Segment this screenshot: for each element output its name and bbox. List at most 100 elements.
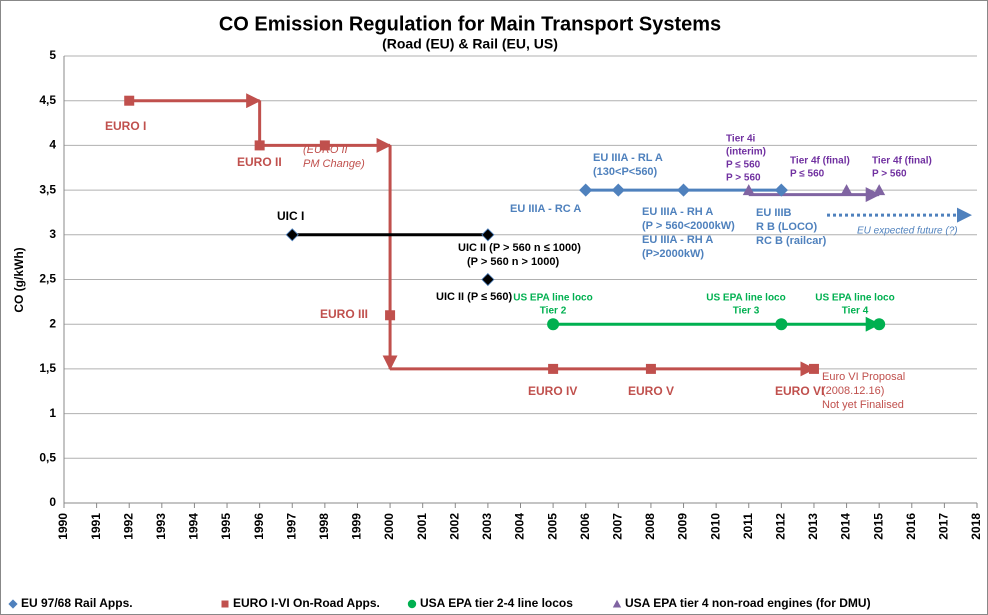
chart-subtitle: (Road (EU) & Rail (EU, US)	[382, 36, 558, 52]
point	[221, 600, 229, 608]
y-tick-label: 2	[49, 316, 56, 330]
point	[873, 318, 886, 331]
y-tick-label: 4,5	[39, 93, 56, 107]
annotation: (P > 560<2000kW)	[642, 220, 735, 232]
annotation: (130<P<560)	[593, 166, 658, 178]
annotation: US EPA line loco	[815, 293, 894, 304]
x-tick-label: 2010	[708, 513, 722, 540]
y-tick-label: 1,5	[39, 361, 56, 375]
annotation: EU IIIB	[756, 207, 792, 219]
annotation: P ≤ 560	[790, 169, 825, 180]
legend-item: USA EPA tier 4 non-road engines (for DMU…	[612, 596, 871, 610]
annotation: Tier 2	[540, 306, 567, 317]
annotation: EURO V	[628, 384, 674, 398]
point	[124, 95, 135, 106]
annotation: EU IIIA - RH A	[642, 206, 713, 218]
annotation: EU IIIA - RH A	[642, 234, 713, 246]
annotation: US EPA line loco	[706, 293, 785, 304]
point	[808, 363, 819, 374]
annotation: US EPA line loco	[513, 293, 592, 304]
point	[481, 272, 495, 287]
annotation: EU expected future (?)	[857, 226, 958, 237]
point	[319, 140, 330, 151]
x-tick-label: 1994	[187, 513, 201, 540]
x-tick-label: 1993	[154, 513, 168, 540]
legend-item: USA EPA tier 2-4 line locos	[407, 596, 573, 610]
point	[254, 140, 265, 151]
annotation: EURO III	[320, 307, 368, 321]
x-tick-label: 2015	[871, 513, 885, 540]
annotation: UIC I	[277, 209, 304, 223]
legend-label: EU 97/68 Rail Apps.	[21, 596, 133, 610]
point	[775, 318, 788, 331]
point	[579, 183, 593, 197]
annotation: EU IIIA - RC A	[510, 203, 581, 215]
annotation: EURO II	[237, 155, 282, 169]
annotation: PM Change)	[303, 158, 365, 170]
x-tick-label: 2001	[415, 513, 429, 540]
y-tick-label: 1	[49, 406, 56, 420]
annotation: (2008.12.16)	[822, 385, 884, 397]
x-tick-label: 1998	[317, 513, 331, 540]
point	[385, 310, 396, 321]
x-tick-label: 2005	[545, 513, 559, 540]
x-tick-label: 1996	[252, 513, 266, 540]
annotation: RC B (railcar)	[756, 235, 827, 247]
point	[873, 184, 886, 196]
x-tick-label: 2012	[774, 513, 788, 540]
annotation: UIC II (P > 560 n ≤ 1000)	[458, 242, 581, 254]
point	[840, 184, 853, 196]
x-tick-label: 2016	[904, 513, 918, 540]
x-tick-label: 1991	[89, 513, 103, 540]
annotation: Tier 4i	[726, 134, 755, 145]
point	[676, 183, 691, 197]
annotation: EURO I	[105, 119, 146, 133]
y-tick-label: 4	[49, 138, 56, 152]
point	[548, 363, 559, 374]
x-tick-label: 2000	[382, 513, 396, 540]
y-tick-label: 0	[49, 495, 56, 509]
point	[8, 599, 18, 609]
legend-item: EU 97/68 Rail Apps.	[8, 596, 133, 610]
x-tick-label: 2007	[610, 513, 624, 540]
legend-label: EURO I-VI On-Road Apps.	[233, 596, 380, 610]
y-tick-label: 0,5	[39, 450, 56, 464]
annotation: EURO IV	[528, 384, 577, 398]
point	[742, 184, 755, 196]
annotation: P > 560	[872, 169, 907, 180]
point	[774, 183, 788, 197]
annotation: P ≤ 560	[726, 160, 761, 171]
point	[612, 599, 622, 608]
x-tick-label: 1992	[121, 513, 135, 540]
x-tick-label: 2018	[969, 513, 983, 540]
annotation: Tier 4f (final)	[872, 156, 932, 167]
legend-label: USA EPA tier 4 non-road engines (for DMU…	[625, 596, 871, 610]
y-axis-label: CO (g/kWh)	[12, 247, 26, 312]
annotation: (P > 560 n > 1000)	[467, 256, 559, 268]
annotation: Not yet Finalised	[822, 399, 904, 411]
point	[611, 183, 625, 197]
x-tick-label: 2003	[480, 513, 494, 540]
annotation: UIC II (P ≤ 560)	[436, 291, 512, 303]
annotation: (P>2000kW)	[642, 248, 704, 260]
x-tick-label: 2004	[513, 513, 527, 540]
y-tick-label: 2,5	[39, 272, 56, 286]
legend-label: USA EPA tier 2-4 line locos	[420, 596, 573, 610]
x-tick-label: 2017	[937, 513, 951, 540]
y-tick-label: 3	[49, 227, 56, 241]
x-tick-label: 2013	[806, 513, 820, 540]
annotation: EURO VI	[775, 384, 824, 398]
y-tick-label: 3,5	[39, 182, 56, 196]
annotation: Euro VI Proposal	[822, 371, 905, 383]
point	[645, 363, 656, 374]
x-tick-label: 1997	[284, 513, 298, 540]
point	[285, 228, 299, 242]
x-tick-label: 2009	[676, 513, 690, 540]
point	[481, 228, 495, 242]
chart-title: CO Emission Regulation for Main Transpor…	[219, 13, 721, 35]
annotation: EU IIIA - RL A	[593, 152, 663, 164]
annotation: P > 560	[726, 173, 761, 184]
annotation: Tier 3	[733, 306, 760, 317]
